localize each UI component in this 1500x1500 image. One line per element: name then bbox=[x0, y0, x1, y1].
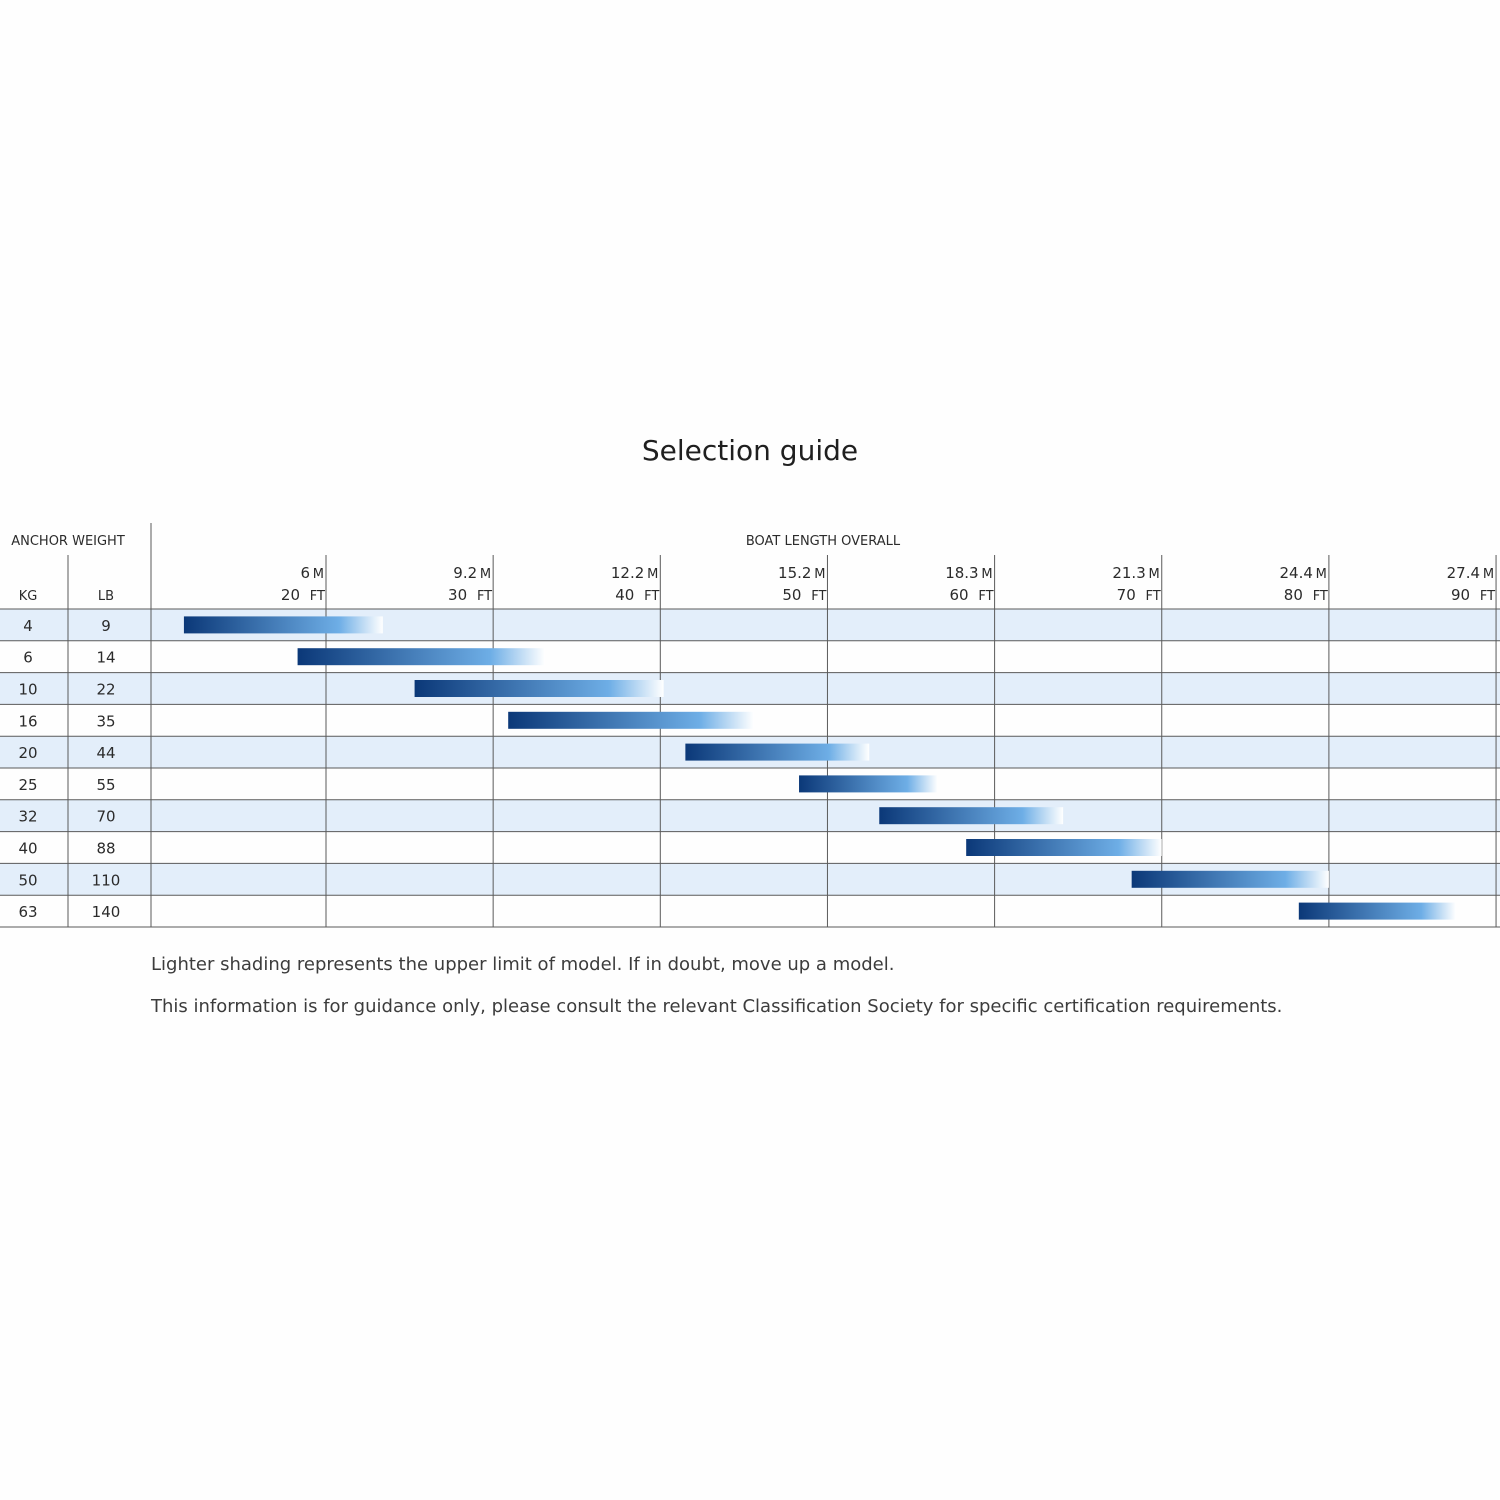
tick-label-m: 12.2 bbox=[611, 564, 644, 582]
grid-lines bbox=[0, 523, 1500, 928]
chart-title: Selection guide bbox=[641, 434, 859, 467]
tick-unit-ft: FT bbox=[310, 589, 325, 604]
tick-label-m: 6 bbox=[300, 564, 310, 582]
tick-label-ft: 30 bbox=[448, 586, 467, 604]
row-label-kg: 63 bbox=[18, 903, 37, 921]
tick-unit-ft: FT bbox=[1480, 589, 1495, 604]
row-label-lb: 140 bbox=[92, 903, 121, 921]
bar-32kg bbox=[879, 807, 1064, 825]
row-label-lb: 9 bbox=[101, 617, 111, 635]
range-bars bbox=[183, 616, 1456, 920]
lb-unit-header: LB bbox=[98, 589, 114, 604]
tick-unit-ft: FT bbox=[811, 589, 826, 604]
bar-40kg bbox=[966, 839, 1162, 856]
row-label-kg: 32 bbox=[18, 808, 37, 826]
row-label-kg: 20 bbox=[18, 744, 37, 762]
tick-unit-ft: FT bbox=[978, 589, 993, 604]
row-label-lb: 35 bbox=[96, 712, 115, 730]
tick-unit-m: M bbox=[647, 567, 658, 582]
tick-label-m: 9.2 bbox=[453, 564, 477, 582]
tick-unit-ft: FT bbox=[477, 589, 492, 604]
tick-unit-m: M bbox=[313, 567, 324, 582]
row-label-kg: 4 bbox=[23, 617, 33, 635]
bar-4kg bbox=[183, 616, 383, 634]
kg-unit-header: KG bbox=[19, 589, 38, 604]
row-label-kg: 50 bbox=[18, 871, 37, 889]
row-label-kg: 10 bbox=[18, 681, 37, 699]
row-label-lb: 44 bbox=[96, 744, 115, 762]
tick-label-ft: 50 bbox=[782, 586, 801, 604]
row-label-kg: 40 bbox=[18, 840, 37, 858]
row-band bbox=[0, 799, 1500, 832]
guidance-note: This information is for guidance only, p… bbox=[151, 996, 1283, 1017]
tick-unit-ft: FT bbox=[1313, 589, 1328, 604]
tick-unit-ft: FT bbox=[644, 589, 659, 604]
bar-10kg bbox=[414, 680, 664, 697]
bar-63kg bbox=[1298, 902, 1456, 920]
row-label-lb: 70 bbox=[96, 808, 115, 826]
bar-20kg bbox=[685, 743, 870, 761]
row-label-kg: 25 bbox=[18, 776, 37, 794]
tick-label-ft: 80 bbox=[1284, 586, 1303, 604]
tick-label-m: 27.4 bbox=[1447, 564, 1480, 582]
bar-16kg bbox=[508, 711, 754, 729]
row-label-lb: 14 bbox=[96, 649, 115, 667]
tick-label-ft: 90 bbox=[1451, 586, 1470, 604]
row-label-lb: 88 bbox=[96, 840, 115, 858]
row-label-lb: 55 bbox=[96, 776, 115, 794]
row-label-lb: 22 bbox=[96, 681, 115, 699]
tick-unit-m: M bbox=[480, 567, 491, 582]
bar-25kg bbox=[799, 775, 938, 793]
boat-length-header: BOAT LENGTH OVERALL bbox=[746, 534, 901, 549]
tick-unit-m: M bbox=[1316, 567, 1327, 582]
row-label-kg: 16 bbox=[18, 712, 37, 730]
row-band bbox=[0, 672, 1500, 705]
tick-label-ft: 60 bbox=[950, 586, 969, 604]
tick-label-m: 24.4 bbox=[1279, 564, 1312, 582]
row-label-lb: 110 bbox=[92, 871, 121, 889]
tick-label-ft: 40 bbox=[615, 586, 634, 604]
shading-note: Lighter shading represents the upper lim… bbox=[151, 954, 895, 975]
tick-unit-m: M bbox=[981, 567, 992, 582]
tick-label-m: 18.3 bbox=[945, 564, 978, 582]
tick-label-m: 15.2 bbox=[778, 564, 811, 582]
bar-50kg bbox=[1131, 870, 1329, 888]
tick-unit-ft: FT bbox=[1146, 589, 1161, 604]
row-label-kg: 6 bbox=[23, 649, 33, 667]
tick-unit-m: M bbox=[1149, 567, 1160, 582]
tick-unit-m: M bbox=[814, 567, 825, 582]
tick-unit-m: M bbox=[1483, 567, 1494, 582]
tick-label-m: 21.3 bbox=[1112, 564, 1145, 582]
anchor-weight-header: ANCHOR WEIGHT bbox=[11, 534, 125, 549]
bar-6kg bbox=[297, 648, 545, 666]
tick-label-ft: 20 bbox=[281, 586, 300, 604]
tick-label-ft: 70 bbox=[1117, 586, 1136, 604]
axis-labels: ANCHOR WEIGHT BOAT LENGTH OVERALL KG LB … bbox=[11, 534, 1495, 921]
